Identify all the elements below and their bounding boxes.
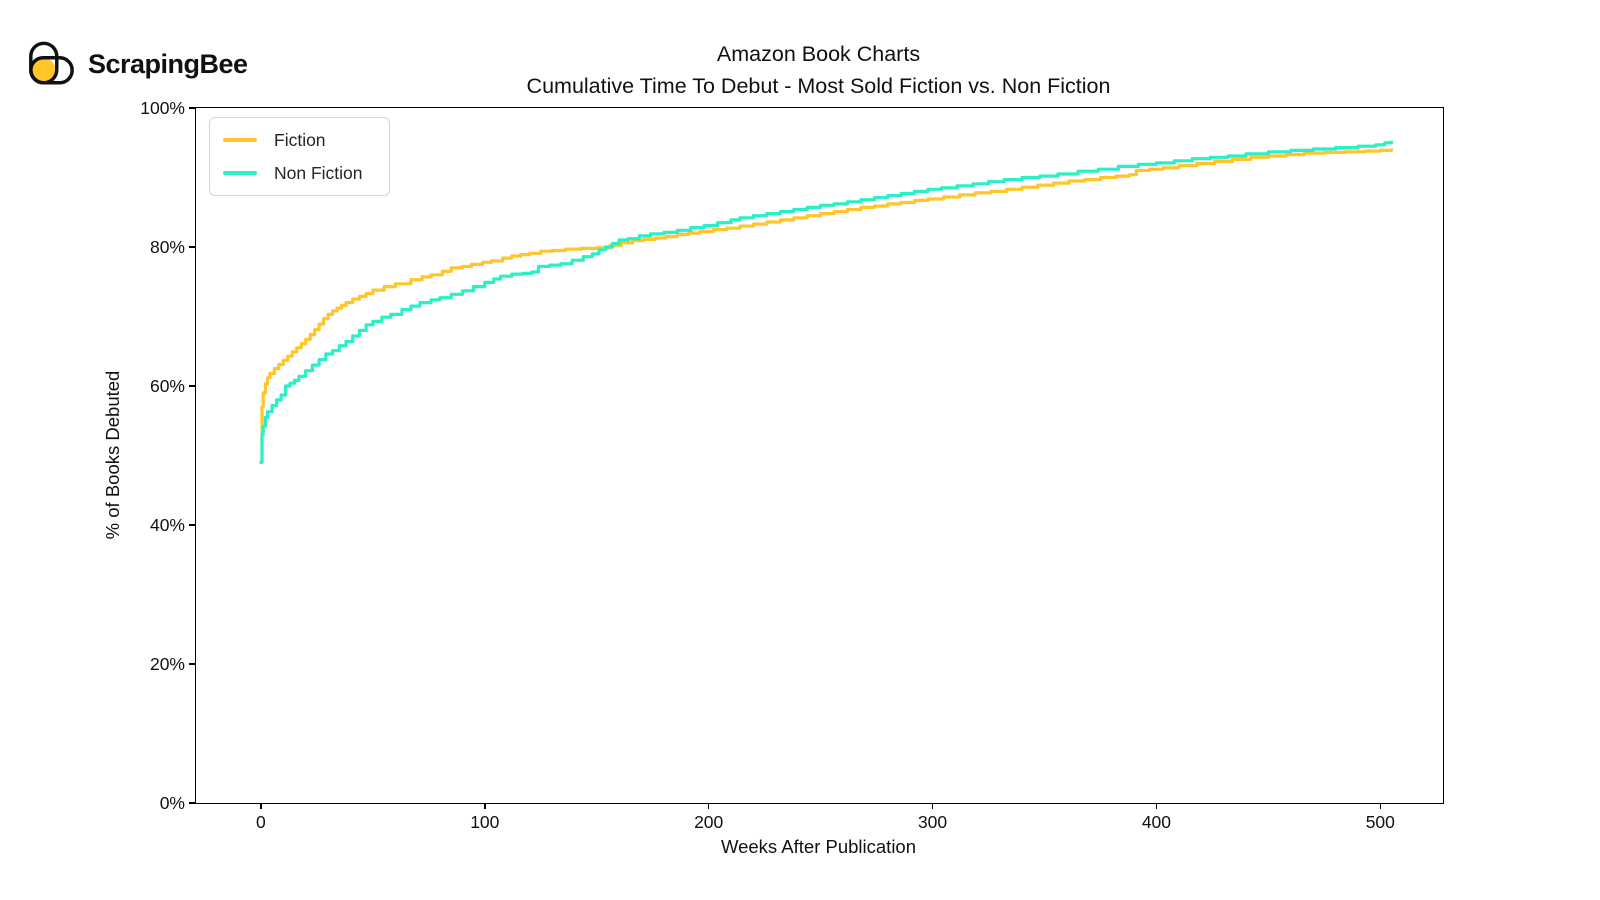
legend-label: Non Fiction — [274, 162, 363, 183]
y-tick-mark — [188, 663, 195, 665]
y-axis-label: % of Books Debuted — [102, 370, 123, 540]
y-tick-label: 100% — [140, 98, 185, 118]
x-tick-mark — [1379, 803, 1382, 809]
y-tick-label: 80% — [149, 237, 185, 257]
x-tick-label: 100 — [470, 812, 500, 832]
series-line-non-fiction — [259, 140, 1394, 464]
series-line-fiction — [259, 148, 1394, 464]
legend-item-non-fiction: Non Fiction — [223, 161, 363, 185]
y-tick-mark — [188, 524, 195, 526]
y-tick-mark — [188, 385, 195, 387]
legend-swatch — [223, 171, 257, 175]
y-tick-mark — [188, 802, 195, 804]
title-block: Amazon Book Charts Cumulative Time To De… — [195, 38, 1442, 102]
scrapingbee-logo: ScrapingBee — [26, 40, 248, 88]
y-tick-mark — [188, 107, 195, 109]
scrapingbee-bee-icon — [29, 41, 74, 85]
legend-item-fiction: Fiction — [223, 128, 363, 152]
x-tick-label: 0 — [256, 812, 266, 832]
y-tick-mark — [188, 246, 195, 248]
x-axis-label: Weeks After Publication — [720, 836, 917, 857]
x-tick-label: 500 — [1365, 812, 1395, 832]
y-tick-label: 40% — [149, 515, 185, 535]
x-tick-mark — [707, 803, 710, 809]
chart-subtitle: Cumulative Time To Debut - Most Sold Fic… — [526, 74, 1111, 98]
x-tick-label: 400 — [1141, 812, 1172, 832]
scrapingbee-logo-text: ScrapingBee — [88, 48, 248, 79]
x-tick-mark — [260, 803, 262, 809]
y-tick-label: 0% — [159, 793, 185, 813]
chart-title: Amazon Book Charts — [716, 42, 921, 66]
y-tick-label: 60% — [149, 376, 185, 396]
x-tick-label: 200 — [694, 812, 724, 832]
legend-swatch — [223, 138, 257, 142]
x-tick-mark — [1155, 803, 1158, 809]
x-tick-mark — [484, 803, 486, 809]
y-tick-label: 20% — [149, 654, 185, 674]
legend-label: Fiction — [274, 129, 326, 150]
x-tick-label: 300 — [917, 812, 948, 832]
x-tick-mark — [931, 803, 934, 809]
series-lines — [259, 140, 1394, 464]
legend: Fiction Non Fiction — [209, 117, 390, 196]
plot-area: Fiction Non Fiction 0 100 200 300 400 500 0% 20%… — [140, 98, 1444, 832]
